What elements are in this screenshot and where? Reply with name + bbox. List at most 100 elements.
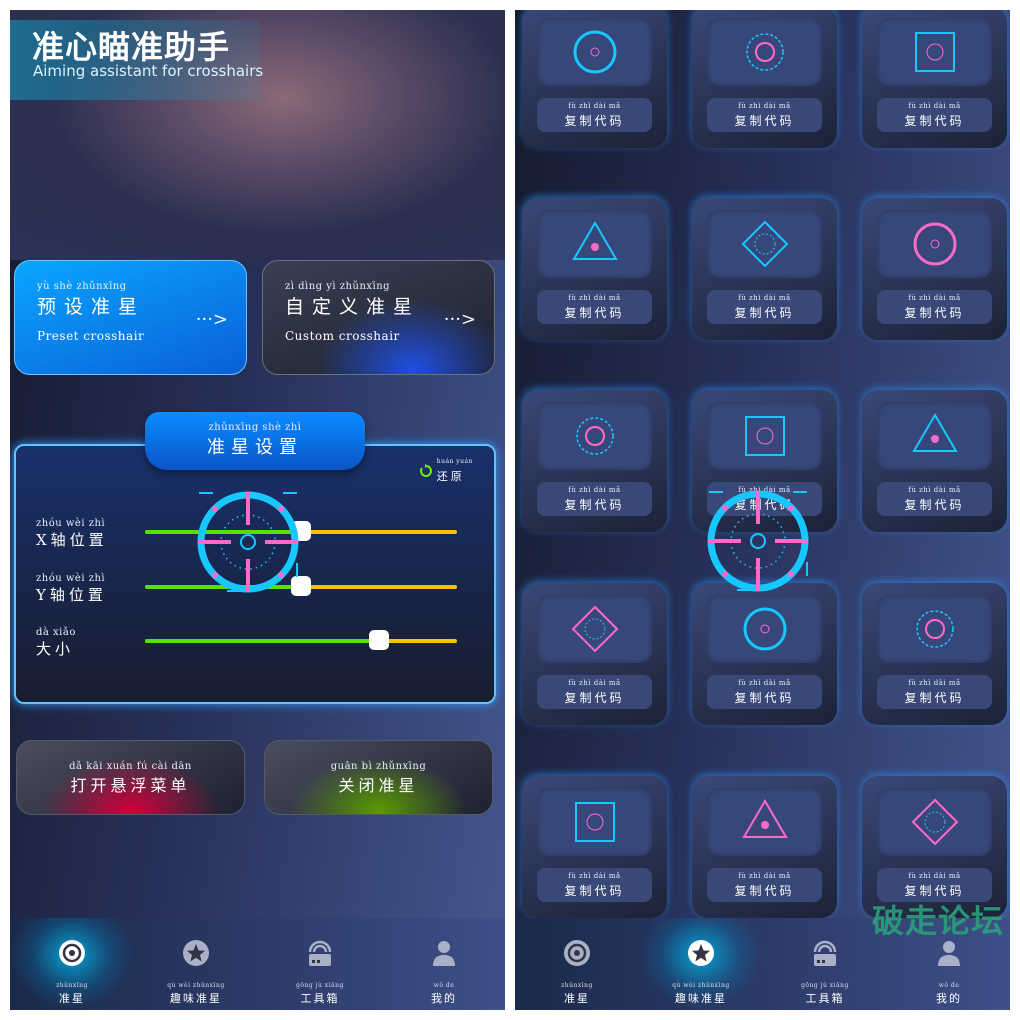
- crosshair-settings-panel: [14, 444, 496, 704]
- home-screen: 准心瞄准助手 Aiming assistant for crosshairs y…: [10, 10, 505, 1010]
- pinyin: wǒ de: [938, 982, 960, 989]
- preset-crosshair-button[interactable]: yù shè zhǔnxīng 预设准星 Preset crosshair ··…: [14, 260, 247, 375]
- pinyin: fù zhì dài mǎ: [908, 102, 961, 110]
- nav-item-star[interactable]: qù wèi zhǔnxīng 趣味准星: [134, 918, 258, 1010]
- crosshair-icon: [911, 798, 959, 846]
- pinyin: fù zhì dài mǎ: [738, 294, 791, 302]
- user-icon: [938, 941, 960, 966]
- crosshair-card[interactable]: fù zhì dài mǎ 复制代码: [692, 198, 837, 340]
- copy-code-button[interactable]: fù zhì dài mǎ 复制代码: [877, 482, 992, 516]
- crosshair-icon: [916, 610, 954, 648]
- nav-item-crosshair[interactable]: zhǔnxīng 准星: [10, 918, 134, 1010]
- copy-code-button[interactable]: fù zhì dài mǎ 复制代码: [537, 675, 652, 709]
- app-subtitle: Aiming assistant for crosshairs: [33, 62, 264, 80]
- pinyin: fù zhì dài mǎ: [568, 872, 621, 880]
- star-icon: [688, 940, 714, 966]
- crosshair-overlay[interactable]: [193, 487, 303, 597]
- copy-code-label: 复制代码: [904, 884, 965, 898]
- copy-code-label: 复制代码: [564, 691, 625, 705]
- close-crosshair-button[interactable]: guān bì zhǔnxīng 关闭准星: [264, 740, 493, 815]
- nav-item-toolbox[interactable]: gōng jù xiāng 工具箱: [763, 918, 887, 1010]
- crosshair-card[interactable]: fù zhì dài mǎ 复制代码: [692, 10, 837, 148]
- crosshair-icon: [743, 607, 787, 651]
- bottom-nav: zhǔnxīng 准星 qù wèi zhǔnxīng 趣味准星 gōng jù…: [10, 918, 505, 1010]
- pinyin: zhǔnxīng shè zhì: [208, 422, 302, 433]
- arrow-right-icon: ···>: [195, 309, 228, 330]
- nav-item-toolbox[interactable]: gōng jù xiāng 工具箱: [258, 918, 382, 1010]
- crosshair-preview: [537, 210, 652, 278]
- crosshair-card[interactable]: fù zhì dài mǎ 复制代码: [692, 583, 837, 725]
- copy-code-button[interactable]: fù zhì dài mǎ 复制代码: [877, 868, 992, 902]
- pinyin: wǒ de: [433, 982, 455, 989]
- crosshair-icon: [746, 33, 784, 71]
- crosshair-card[interactable]: fù zhì dài mǎ 复制代码: [522, 198, 667, 340]
- toolbox-icon: [308, 940, 332, 966]
- crosshair-card[interactable]: fù zhì dài mǎ 复制代码: [862, 583, 1007, 725]
- crosshair-preview: [707, 18, 822, 86]
- crosshair-overlay[interactable]: [703, 486, 813, 596]
- copy-code-button[interactable]: fù zhì dài mǎ 复制代码: [537, 290, 652, 324]
- crosshair-preview: [877, 788, 992, 856]
- y-position-slider[interactable]: [145, 576, 457, 596]
- crosshair-icon: [576, 417, 614, 455]
- copy-code-button[interactable]: fù zhì dài mǎ 复制代码: [707, 868, 822, 902]
- pinyin: fù zhì dài mǎ: [908, 872, 961, 880]
- crosshair-preview: [707, 788, 822, 856]
- crosshair-preview: [537, 788, 652, 856]
- nav-item-user[interactable]: wǒ de 我的: [382, 918, 505, 1010]
- crosshair-icon: [572, 221, 618, 260]
- crosshair-card[interactable]: fù zhì dài mǎ 复制代码: [862, 776, 1007, 918]
- copy-code-button[interactable]: fù zhì dài mǎ 复制代码: [707, 290, 822, 324]
- copy-code-label: 复制代码: [904, 306, 965, 320]
- copy-code-button[interactable]: fù zhì dài mǎ 复制代码: [537, 482, 652, 516]
- crosshair-card[interactable]: fù zhì dài mǎ 复制代码: [522, 10, 667, 148]
- nav-label: 工具箱: [300, 992, 340, 1005]
- copy-code-button[interactable]: fù zhì dài mǎ 复制代码: [707, 675, 822, 709]
- arrow-right-icon: ···>: [443, 309, 476, 330]
- pinyin: gōng jù xiāng: [296, 982, 344, 989]
- copy-code-button[interactable]: fù zhì dài mǎ 复制代码: [877, 675, 992, 709]
- size-slider[interactable]: [145, 630, 457, 650]
- copy-code-label: 复制代码: [904, 114, 965, 128]
- reset-label: 还原: [436, 470, 465, 483]
- crosshair-card[interactable]: fù zhì dài mǎ 复制代码: [692, 776, 837, 918]
- nav-item-user[interactable]: wǒ de 我的: [887, 918, 1010, 1010]
- nav-label: 我的: [431, 992, 457, 1005]
- nav-item-star[interactable]: qù wèi zhǔnxīng 趣味准星: [639, 918, 763, 1010]
- nav-item-crosshair[interactable]: zhǔnxīng 准星: [515, 918, 639, 1010]
- nav-label: 准星: [59, 992, 85, 1005]
- copy-code-button[interactable]: fù zhì dài mǎ 复制代码: [537, 98, 652, 132]
- crosshair-card[interactable]: fù zhì dài mǎ 复制代码: [862, 390, 1007, 532]
- open-floating-menu-label: 打开悬浮菜单: [70, 776, 191, 795]
- pinyin: fù zhì dài mǎ: [568, 486, 621, 494]
- crosshair-preview: [707, 402, 822, 470]
- toolbox-icon: [813, 940, 837, 966]
- copy-code-button[interactable]: fù zhì dài mǎ 复制代码: [707, 98, 822, 132]
- nav-label: 趣味准星: [170, 992, 222, 1005]
- copy-code-button[interactable]: fù zhì dài mǎ 复制代码: [877, 290, 992, 324]
- crosshair-preview: [877, 18, 992, 86]
- crosshair-card[interactable]: fù zhì dài mǎ 复制代码: [522, 583, 667, 725]
- crosshair-card[interactable]: fù zhì dài mǎ 复制代码: [522, 776, 667, 918]
- copy-code-button[interactable]: fù zhì dài mǎ 复制代码: [537, 868, 652, 902]
- watermark: 破走论坛: [872, 902, 1005, 940]
- copy-code-label: 复制代码: [564, 498, 625, 512]
- pinyin: fù zhì dài mǎ: [738, 872, 791, 880]
- pinyin: qù wèi zhǔnxīng: [167, 982, 225, 989]
- crosshair-card[interactable]: fù zhì dài mǎ 复制代码: [522, 390, 667, 532]
- crosshair-icon: [575, 802, 615, 842]
- slider-knob[interactable]: [369, 630, 389, 650]
- custom-crosshair-button[interactable]: zì dìng yì zhǔnxīng 自定义准星 Custom crossha…: [262, 260, 495, 375]
- crosshair-card[interactable]: fù zhì dài mǎ 复制代码: [862, 198, 1007, 340]
- copy-code-label: 复制代码: [734, 306, 795, 320]
- settings-header: zhǔnxīng shè zhì 准星设置: [145, 412, 365, 470]
- crosshair-card[interactable]: fù zhì dài mǎ 复制代码: [862, 10, 1007, 148]
- copy-code-button[interactable]: fù zhì dài mǎ 复制代码: [877, 98, 992, 132]
- open-floating-menu-button[interactable]: dǎ kāi xuán fú cài dān 打开悬浮菜单: [16, 740, 245, 815]
- reset-button[interactable]: huán yuán 还原: [419, 458, 473, 484]
- copy-code-label: 复制代码: [564, 306, 625, 320]
- bottom-nav: zhǔnxīng 准星 qù wèi zhǔnxīng 趣味准星 gōng jù…: [515, 918, 1010, 1010]
- copy-code-label: 复制代码: [734, 691, 795, 705]
- slider-knob[interactable]: [291, 576, 311, 596]
- copy-code-label: 复制代码: [564, 114, 625, 128]
